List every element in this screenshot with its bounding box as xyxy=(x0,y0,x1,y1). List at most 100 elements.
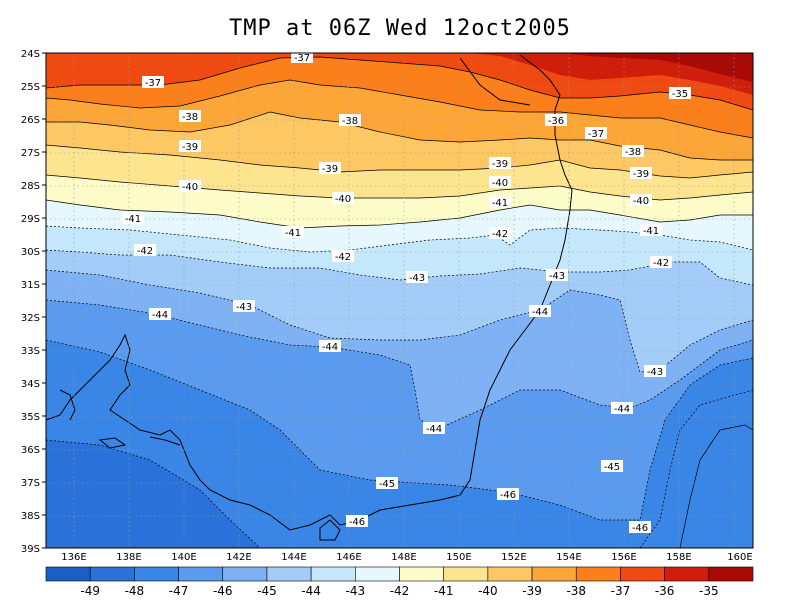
longitude-label: 156E xyxy=(611,552,636,563)
contour-labels: -37 -37 -35 -38 -38 -36 -37 -38 -39 -39 -39 -39 -40 -… xyxy=(122,53,691,534)
grid xyxy=(46,53,753,548)
longitude-label: 152E xyxy=(501,552,526,563)
latitude-label: 31S xyxy=(21,280,40,291)
contour-label: -38 xyxy=(182,112,198,123)
longitude-labels: 136E 138E 140E 142E 144E 146E 148E 150E 152E 154E… xyxy=(61,552,752,563)
colorbar-swatch xyxy=(575,566,621,582)
contour-label: -42 xyxy=(137,246,153,257)
contour-label: -43 xyxy=(236,302,252,313)
contour-lines xyxy=(46,56,753,548)
colorbar-tick-label: -46 xyxy=(213,584,233,598)
colorbar-swatch xyxy=(708,566,754,582)
plot-frame xyxy=(45,52,754,549)
longitude-label: 158E xyxy=(666,552,691,563)
colorbar-tick-label: -41 xyxy=(434,584,454,598)
contour-label: -44 xyxy=(152,310,168,321)
colorbar-tick-label: -40 xyxy=(478,584,498,598)
latitude-label: 30S xyxy=(21,247,40,258)
contour-label: -39 xyxy=(633,169,649,180)
latitude-label: 38S xyxy=(21,511,40,522)
colorbar-swatch xyxy=(134,566,179,582)
contour-label: -38 xyxy=(625,147,641,158)
contour-label: -44 xyxy=(532,307,548,318)
colorbar-swatch xyxy=(178,566,224,582)
colorbar-swatch xyxy=(531,566,577,582)
contour-label: -45 xyxy=(379,479,395,490)
colorbar-tick-label: -37 xyxy=(611,584,631,598)
colorbar-swatch xyxy=(487,566,533,582)
contour-label: -43 xyxy=(409,273,425,284)
colorbar-swatch xyxy=(45,566,91,582)
colorbar-swatch xyxy=(310,566,356,582)
contour-label: -35 xyxy=(672,89,688,100)
contour-label: -36 xyxy=(548,116,564,127)
colorbar-tick-label: -45 xyxy=(257,584,277,598)
contour-label: -37 xyxy=(294,53,310,64)
colorbar-tick-label: -35 xyxy=(699,584,719,598)
longitude-label: 148E xyxy=(391,552,416,563)
longitude-label: 136E xyxy=(61,552,86,563)
latitude-label: 35S xyxy=(21,412,40,423)
colorbar-swatch xyxy=(89,566,135,582)
colorbar-tick-label: -49 xyxy=(80,584,100,598)
contour-label: -39 xyxy=(322,164,338,175)
contour-label: -42 xyxy=(653,258,669,269)
contour-label: -44 xyxy=(426,424,442,435)
longitude-label: 138E xyxy=(116,552,141,563)
contour-label: -42 xyxy=(492,229,508,240)
colorbar-swatch xyxy=(355,566,400,582)
longitude-label: 142E xyxy=(226,552,251,563)
contour-label: -41 xyxy=(492,198,508,209)
latitude-label: 28S xyxy=(21,181,40,192)
latitude-label: 26S xyxy=(21,115,40,126)
colorbar-tick-label: -43 xyxy=(346,584,366,598)
contour-label: -40 xyxy=(633,196,649,207)
longitude-label: 160E xyxy=(727,552,752,563)
colorbar-swatch xyxy=(222,566,268,582)
filled-contours: -37 -37 -35 -38 -38 -36 -37 -38 -39 -39 -39 -39 -40 -… xyxy=(46,53,753,548)
colorbar-tick-label: -42 xyxy=(390,584,410,598)
longitude-label: 150E xyxy=(446,552,471,563)
contour-label: -46 xyxy=(500,490,516,501)
contour-label: -40 xyxy=(182,182,198,193)
contour-label: -39 xyxy=(182,142,198,153)
latitude-label: 32S xyxy=(21,313,40,324)
longitude-label: 144E xyxy=(281,552,306,563)
longitude-label: 140E xyxy=(171,552,196,563)
contour-label: -41 xyxy=(125,214,141,225)
colorbar-swatch xyxy=(620,566,665,582)
contour-label: -38 xyxy=(342,116,358,127)
latitude-label: 33S xyxy=(21,346,40,357)
contour-label: -46 xyxy=(349,517,365,528)
contour-label: -43 xyxy=(549,271,565,282)
latitude-label: 36S xyxy=(21,445,40,456)
colorbar-tick-label: -48 xyxy=(125,584,145,598)
latitude-label: 29S xyxy=(21,214,40,225)
latitude-label: 25S xyxy=(21,82,40,93)
contour-label: -39 xyxy=(492,159,508,170)
colorbar: -49 -48 -47 -46 -45 -44 -43 -42 -41 -40 -39 -38 -37 -… xyxy=(45,566,754,598)
contour-label: -43 xyxy=(647,367,663,378)
coastline xyxy=(46,54,573,541)
colorbar-tick-label: -38 xyxy=(566,584,586,598)
map-title: TMP at 06Z Wed 12oct2005 xyxy=(229,16,571,41)
colorbar-tick-label: -36 xyxy=(655,584,675,598)
colorbar-swatch xyxy=(399,566,444,582)
latitude-label: 27S xyxy=(21,148,40,159)
colorbar-swatch xyxy=(266,566,312,582)
colorbar-tick-label: -44 xyxy=(301,584,321,598)
contour-label: -41 xyxy=(285,228,301,239)
longitude-label: 146E xyxy=(336,552,361,563)
contour-label: -44 xyxy=(614,404,630,415)
longitude-label: 154E xyxy=(556,552,581,563)
contour-label: -42 xyxy=(335,252,351,263)
colorbar-swatch xyxy=(664,566,710,582)
latitude-label: 37S xyxy=(21,478,40,489)
contour-label: -46 xyxy=(632,523,648,534)
contour-label: -40 xyxy=(492,178,508,189)
contour-label: -37 xyxy=(145,78,161,89)
colorbar-tick-label: -39 xyxy=(522,584,542,598)
contour-label: -37 xyxy=(588,129,604,140)
contour-label: -44 xyxy=(322,342,338,353)
